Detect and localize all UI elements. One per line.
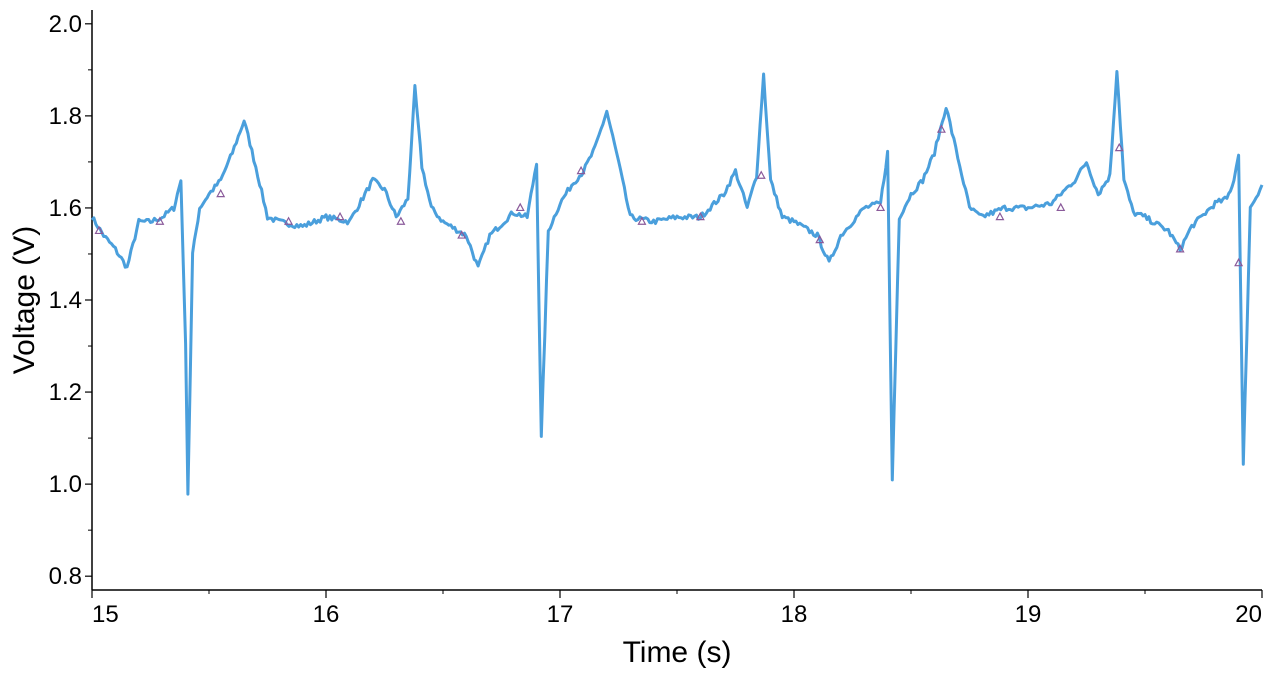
data-marker: [637, 216, 647, 225]
data-marker: [756, 170, 766, 179]
y-tick-label: 1.8: [49, 103, 82, 130]
data-marker: [576, 165, 586, 175]
data-marker: [457, 230, 467, 239]
x-tick-label: 15: [92, 601, 119, 628]
y-tick-label: 2.0: [49, 11, 82, 38]
y-axis-title: Voltage (V): [8, 226, 41, 374]
data-marker: [335, 211, 345, 221]
data-marker: [396, 216, 406, 225]
data-marker: [936, 124, 946, 133]
data-marker: [515, 202, 525, 212]
data-marker: [695, 211, 705, 221]
data-marker: [995, 211, 1005, 221]
data-marker: [1175, 244, 1185, 253]
data-marker: [815, 234, 825, 244]
x-tick-label: 20: [1235, 601, 1262, 628]
voltage-series-line: [90, 70, 1264, 496]
series-group: [90, 70, 1264, 496]
data-marker: [94, 225, 104, 235]
data-marker: [284, 216, 294, 225]
data-marker: [216, 188, 226, 198]
data-marker: [1234, 257, 1244, 267]
x-tick-label: 16: [313, 601, 340, 628]
y-tick-label: 0.8: [49, 563, 82, 590]
x-tick-label: 18: [781, 601, 808, 628]
y-tick-label: 1.2: [49, 379, 82, 406]
x-tick-label: 17: [547, 601, 574, 628]
x-axis-title: Time (s): [623, 636, 732, 669]
data-marker: [876, 202, 886, 212]
y-tick-label: 1.6: [49, 195, 82, 222]
data-marker: [1056, 202, 1066, 212]
axes: [91, 10, 1262, 591]
y-ticks: 0.8 1.0 1.2 1.4 1.6 1.8 2.0: [49, 11, 92, 590]
x-tick-label: 19: [1015, 601, 1042, 628]
y-tick-label: 1.4: [49, 287, 82, 314]
marker-group: [94, 124, 1244, 267]
data-marker: [1114, 142, 1124, 152]
y-tick-label: 1.0: [49, 471, 82, 498]
x-ticks: 15 16 17 18 19 20: [91, 590, 1263, 628]
data-marker: [155, 216, 165, 225]
